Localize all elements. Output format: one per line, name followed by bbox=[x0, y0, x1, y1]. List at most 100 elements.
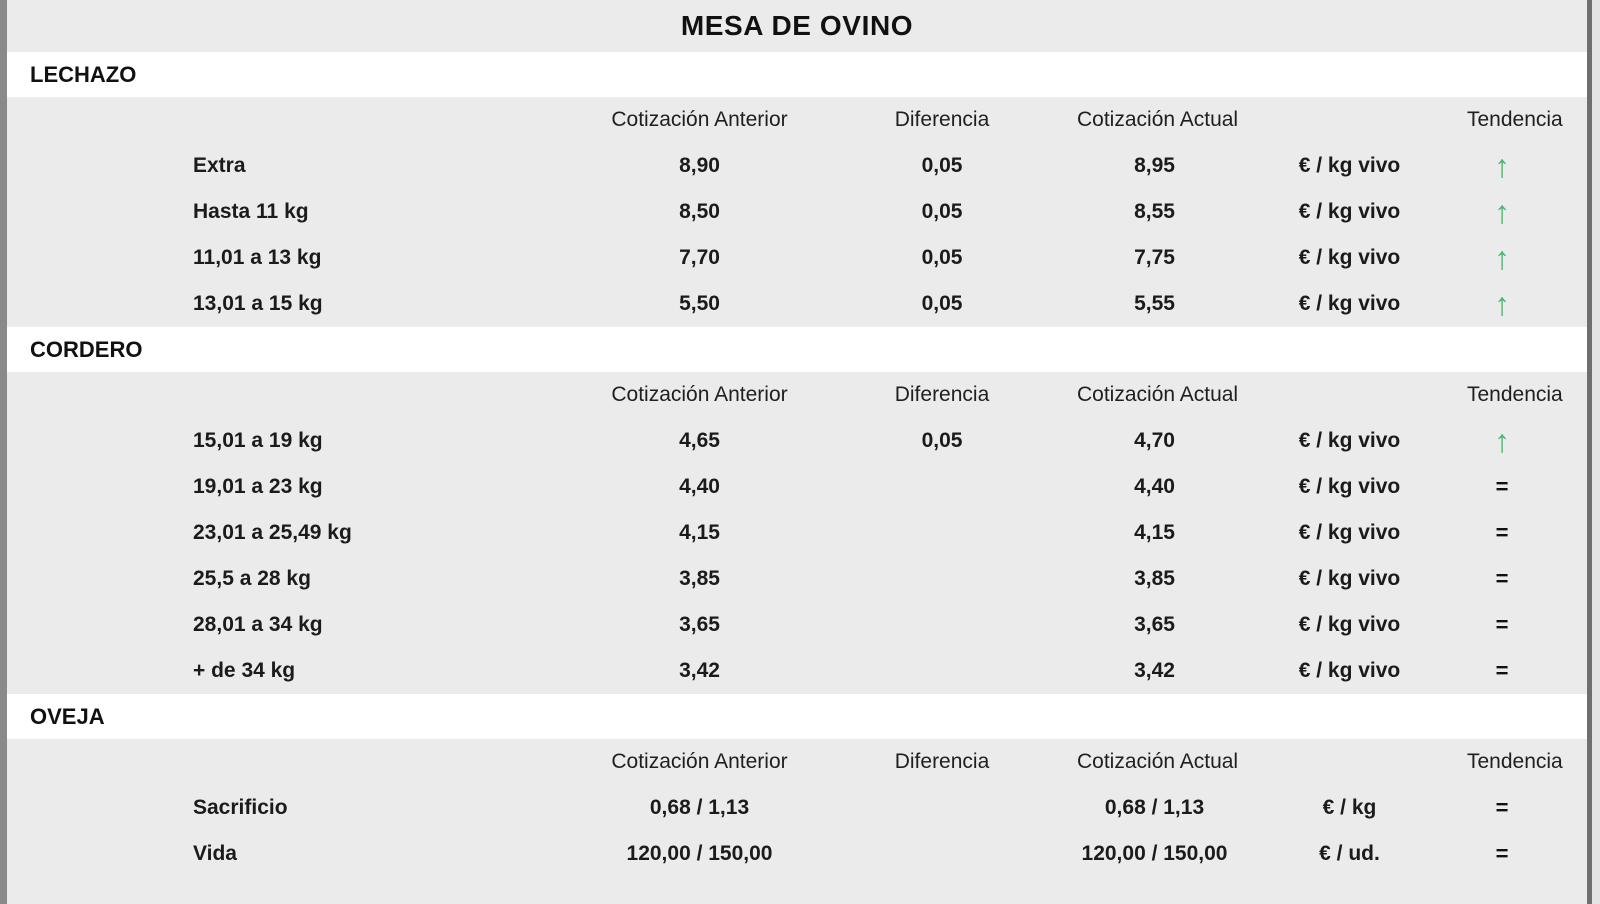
cell-cotizacion-anterior: 5,50 bbox=[679, 292, 720, 315]
section-title: LECHAZO bbox=[30, 61, 137, 87]
trend-equal-icon: = bbox=[1495, 474, 1509, 499]
cell-cotizacion-anterior: 3,65 bbox=[679, 613, 720, 636]
trend-equal-icon: = bbox=[1495, 658, 1509, 683]
col-header-diferencia: Diferencia bbox=[894, 750, 990, 773]
col-header-cotizacion-anterior: Cotización Anterior bbox=[611, 750, 788, 773]
cell-cotizacion-actual: 8,55 bbox=[1134, 200, 1175, 223]
column-header-row: Cotización Anterior Diferencia Cotizació… bbox=[7, 97, 1587, 143]
cell-unit: € / kg vivo bbox=[1298, 292, 1401, 315]
cell-cotizacion-anterior: 8,50 bbox=[679, 200, 720, 223]
cell-diferencia: 0,05 bbox=[921, 246, 963, 269]
row-label: + de 34 kg bbox=[193, 659, 296, 682]
col-header-diferencia: Diferencia bbox=[894, 383, 990, 406]
row-label: Vida bbox=[193, 842, 237, 865]
section-header-cordero: CORDERO bbox=[7, 327, 1587, 372]
column-header-row: Cotización Anterior Diferencia Cotizació… bbox=[7, 372, 1587, 418]
cell-unit: € / kg vivo bbox=[1298, 154, 1401, 177]
section-header-oveja: OVEJA bbox=[7, 694, 1587, 739]
column-header-row: Cotización Anterior Diferencia Cotizació… bbox=[7, 739, 1587, 785]
row-label: 11,01 a 13 kg bbox=[193, 246, 322, 269]
cell-cotizacion-actual: 3,65 bbox=[1134, 613, 1175, 636]
trend-up-icon: ↑ bbox=[1494, 194, 1510, 230]
table-content: MESA DE OVINO LECHAZO Cotización Anterio… bbox=[7, 0, 1587, 904]
cell-cotizacion-anterior: 0,68 / 1,13 bbox=[649, 796, 750, 819]
table-row: Hasta 11 kg 8,50 0,05 8,55 € / kg vivo ↑ bbox=[7, 189, 1587, 235]
table-row: 28,01 a 34 kg 3,65 3,65 € / kg vivo = bbox=[7, 602, 1587, 648]
col-header-cotizacion-anterior: Cotización Anterior bbox=[611, 108, 788, 131]
cell-cotizacion-actual: 4,15 bbox=[1134, 521, 1175, 544]
section-title: OVEJA bbox=[30, 703, 105, 729]
row-label: Hasta 11 kg bbox=[193, 200, 309, 223]
col-header-cotizacion-anterior: Cotización Anterior bbox=[611, 383, 788, 406]
cell-unit: € / ud. bbox=[1319, 842, 1380, 865]
cell-unit: € / kg vivo bbox=[1298, 200, 1401, 223]
table-row: + de 34 kg 3,42 3,42 € / kg vivo = bbox=[7, 648, 1587, 694]
col-header-cotizacion-actual: Cotización Actual bbox=[1077, 383, 1239, 406]
trend-up-icon: ↑ bbox=[1494, 148, 1510, 184]
cell-cotizacion-actual: 3,42 bbox=[1134, 659, 1175, 682]
cell-cotizacion-anterior: 3,42 bbox=[679, 659, 720, 682]
row-label: 23,01 a 25,49 kg bbox=[193, 521, 352, 544]
cell-unit: € / kg vivo bbox=[1298, 475, 1401, 498]
cell-diferencia: 0,05 bbox=[921, 200, 963, 223]
cell-unit: € / kg bbox=[1322, 796, 1377, 819]
table-row: Sacrificio 0,68 / 1,13 0,68 / 1,13 € / k… bbox=[7, 785, 1587, 831]
cell-cotizacion-actual: 5,55 bbox=[1134, 292, 1175, 315]
cell-diferencia: 0,05 bbox=[921, 292, 963, 315]
row-label: Extra bbox=[193, 154, 246, 177]
section-title: CORDERO bbox=[30, 336, 143, 362]
trend-up-icon: ↑ bbox=[1494, 423, 1510, 459]
col-header-diferencia: Diferencia bbox=[894, 108, 990, 131]
cell-cotizacion-anterior: 4,65 bbox=[679, 429, 720, 452]
row-label: 13,01 a 15 kg bbox=[193, 292, 323, 315]
cell-cotizacion-anterior: 4,40 bbox=[679, 475, 720, 498]
table-row: 25,5 a 28 kg 3,85 3,85 € / kg vivo = bbox=[7, 556, 1587, 602]
trend-up-icon: ↑ bbox=[1494, 286, 1510, 322]
section-header-lechazo: LECHAZO bbox=[7, 52, 1587, 97]
trend-equal-icon: = bbox=[1495, 520, 1509, 545]
right-border bbox=[1587, 0, 1600, 904]
cell-cotizacion-actual: 8,95 bbox=[1134, 154, 1175, 177]
trend-equal-icon: = bbox=[1495, 841, 1509, 866]
table-row: 19,01 a 23 kg 4,40 4,40 € / kg vivo = bbox=[7, 464, 1587, 510]
cell-cotizacion-actual: 3,85 bbox=[1134, 567, 1175, 590]
col-header-tendencia: Tendencia bbox=[1467, 750, 1563, 773]
table-row: Extra 8,90 0,05 8,95 € / kg vivo ↑ bbox=[7, 143, 1587, 189]
cell-cotizacion-anterior: 8,90 bbox=[679, 154, 720, 177]
table-row: 15,01 a 19 kg 4,65 0,05 4,70 € / kg vivo… bbox=[7, 418, 1587, 464]
trend-equal-icon: = bbox=[1495, 566, 1509, 591]
cell-unit: € / kg vivo bbox=[1298, 429, 1401, 452]
trend-equal-icon: = bbox=[1495, 795, 1509, 820]
cell-diferencia: 0,05 bbox=[921, 429, 963, 452]
cell-cotizacion-anterior: 7,70 bbox=[679, 246, 720, 269]
cell-unit: € / kg vivo bbox=[1298, 613, 1401, 636]
cell-unit: € / kg vivo bbox=[1298, 567, 1401, 590]
row-label: 15,01 a 19 kg bbox=[193, 429, 323, 452]
trend-equal-icon: = bbox=[1495, 612, 1509, 637]
cell-cotizacion-anterior: 120,00 / 150,00 bbox=[626, 842, 773, 865]
cell-unit: € / kg vivo bbox=[1298, 521, 1401, 544]
col-header-tendencia: Tendencia bbox=[1467, 383, 1563, 406]
col-header-tendencia: Tendencia bbox=[1467, 108, 1563, 131]
table-row: Vida 120,00 / 150,00 120,00 / 150,00 € /… bbox=[7, 831, 1587, 877]
cell-cotizacion-actual: 7,75 bbox=[1134, 246, 1175, 269]
table-row: 23,01 a 25,49 kg 4,15 4,15 € / kg vivo = bbox=[7, 510, 1587, 556]
cell-diferencia: 0,05 bbox=[921, 154, 963, 177]
page-title: MESA DE OVINO bbox=[680, 10, 914, 41]
col-header-cotizacion-actual: Cotización Actual bbox=[1077, 750, 1239, 773]
cell-cotizacion-actual: 0,68 / 1,13 bbox=[1104, 796, 1205, 819]
cell-unit: € / kg vivo bbox=[1298, 659, 1401, 682]
col-header-cotizacion-actual: Cotización Actual bbox=[1077, 108, 1239, 131]
cell-cotizacion-anterior: 3,85 bbox=[679, 567, 720, 590]
table-row: 11,01 a 13 kg 7,70 0,05 7,75 € / kg vivo… bbox=[7, 235, 1587, 281]
table-title-row: MESA DE OVINO bbox=[7, 0, 1587, 52]
cell-unit: € / kg vivo bbox=[1298, 246, 1401, 269]
row-label: Sacrificio bbox=[193, 796, 288, 819]
cell-cotizacion-actual: 4,70 bbox=[1134, 429, 1175, 452]
trend-up-icon: ↑ bbox=[1494, 240, 1510, 276]
row-label: 19,01 a 23 kg bbox=[193, 475, 323, 498]
table-row: 13,01 a 15 kg 5,50 0,05 5,55 € / kg vivo… bbox=[7, 281, 1587, 327]
cell-cotizacion-actual: 4,40 bbox=[1134, 475, 1175, 498]
cell-cotizacion-anterior: 4,15 bbox=[679, 521, 720, 544]
